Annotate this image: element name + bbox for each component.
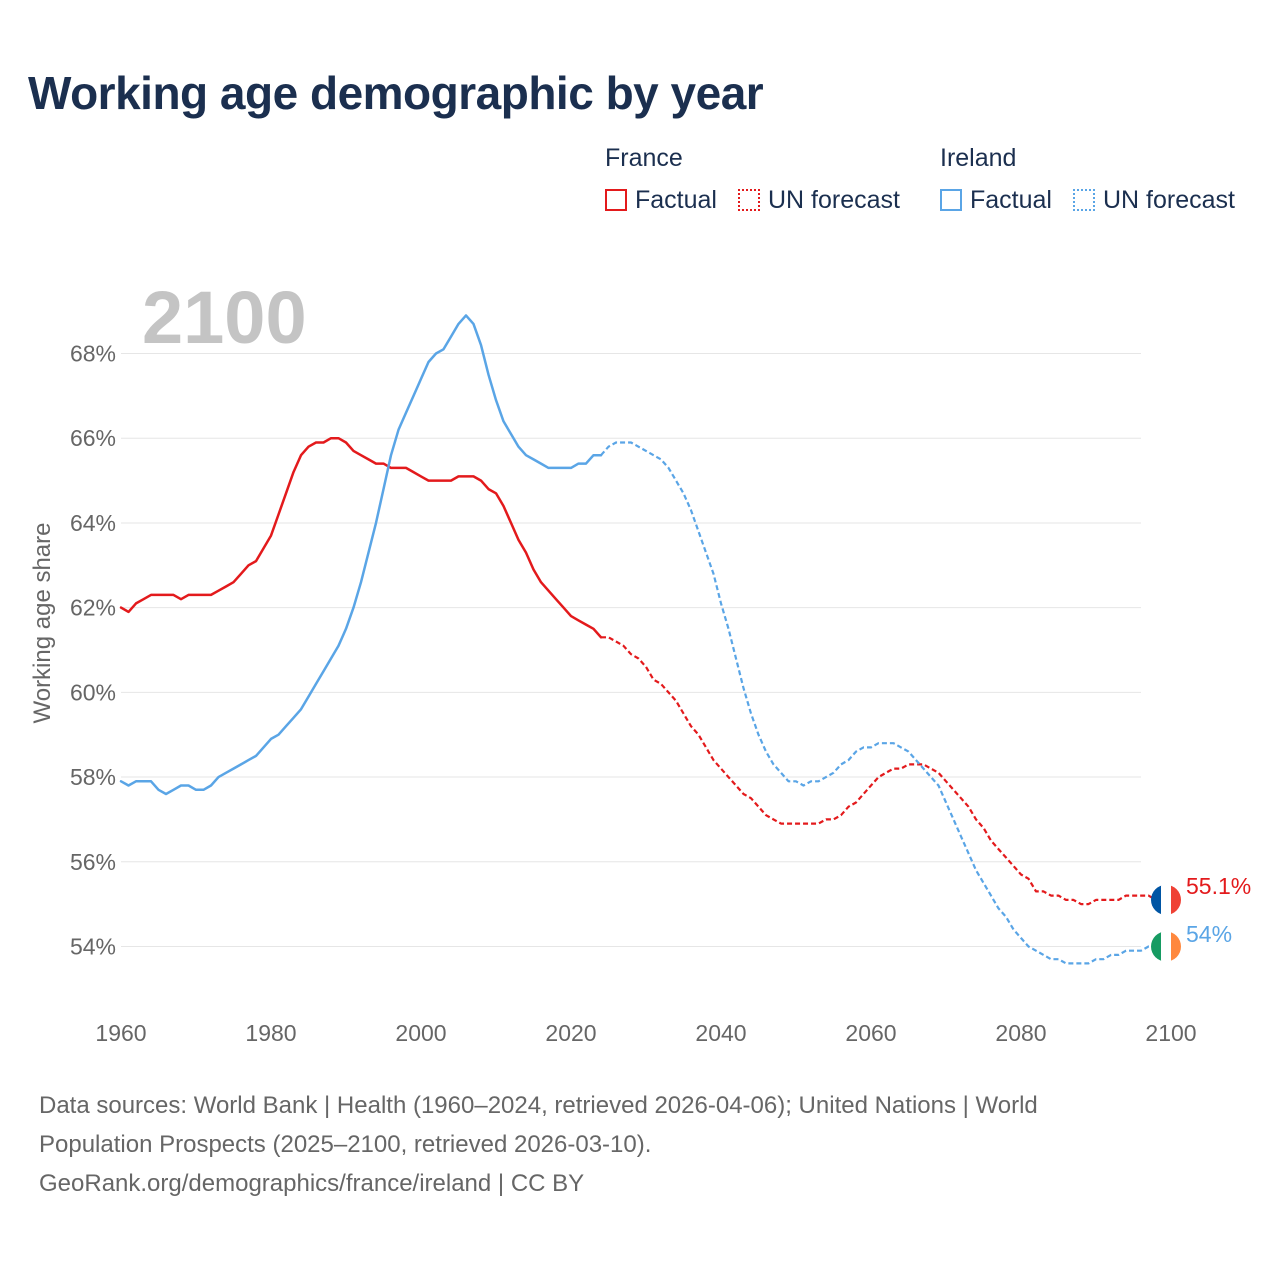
end-label-france: 55.1% [1186, 873, 1251, 899]
legend-swatch-solid-blue [940, 189, 962, 211]
series-line-france-forecast [601, 636, 1171, 906]
flag-france-icon [1151, 884, 1181, 915]
x-tick-label: 2060 [845, 1020, 896, 1046]
y-axis-ticks: 54% 56% 58% 60% 62% 64% 66% 68% [70, 341, 116, 960]
legend-swatch-dotted-blue [1073, 189, 1095, 211]
y-tick-label: 60% [70, 679, 116, 705]
legend-group-ireland: Ireland [940, 144, 1017, 172]
x-tick-label: 2100 [1145, 1020, 1196, 1046]
series-line-france-factual [119, 436, 603, 639]
flag-stripe [1171, 931, 1181, 962]
legend-label: Factual [970, 185, 1052, 214]
series-lines [119, 314, 1171, 965]
legend-label: UN forecast [768, 185, 900, 214]
legend-label: Factual [635, 185, 717, 214]
end-label-ireland: 54% [1186, 921, 1232, 947]
chart-title: Working age demographic by year [28, 67, 764, 119]
footer-sources-line-2: Population Prospects (2025–2100, retriev… [39, 1131, 652, 1158]
series-line-ireland-factual [119, 314, 603, 796]
x-tick-label: 2080 [995, 1020, 1046, 1046]
x-axis-ticks: 1960 1980 2000 2020 2040 2060 2080 2100 [95, 1020, 1196, 1046]
flag-stripe [1151, 884, 1162, 915]
flag-ireland-icon [1151, 931, 1181, 962]
legend-item-france-factual[interactable]: Factual [605, 185, 717, 215]
y-tick-label: 54% [70, 933, 116, 959]
footer: Data sources: World Bank | Health (1960–… [39, 1086, 1219, 1203]
legend-swatch-dotted-red [738, 189, 760, 211]
footer-attribution: GeoRank.org/demographics/france/ireland … [39, 1170, 585, 1197]
legend-group-france: France [605, 144, 683, 172]
x-tick-label: 1960 [95, 1020, 146, 1046]
flag-stripe [1151, 931, 1162, 962]
y-tick-label: 68% [70, 341, 116, 367]
year-watermark: 2100 [142, 276, 307, 359]
legend-item-france-forecast[interactable]: UN forecast [738, 185, 900, 215]
y-tick-label: 62% [70, 595, 116, 621]
footer-sources-line-1: Data sources: World Bank | Health (1960–… [39, 1092, 1038, 1119]
x-tick-label: 1980 [245, 1020, 296, 1046]
x-tick-label: 2000 [395, 1020, 446, 1046]
end-markers: 55.1% 54% [1151, 873, 1251, 962]
flag-stripe [1161, 884, 1172, 915]
gridlines [121, 353, 1141, 947]
legend-item-ireland-factual[interactable]: Factual [940, 185, 1052, 215]
y-axis-label: Working age share [29, 523, 56, 724]
series-line-ireland-forecast [600, 441, 1171, 965]
legend-item-ireland-forecast[interactable]: UN forecast [1073, 185, 1235, 215]
legend-swatch-solid-red [605, 189, 627, 211]
x-tick-label: 2020 [545, 1020, 596, 1046]
flag-stripe [1171, 884, 1181, 915]
y-tick-label: 56% [70, 849, 116, 875]
x-tick-label: 2040 [695, 1020, 746, 1046]
legend-label: UN forecast [1103, 185, 1235, 214]
y-tick-label: 58% [70, 764, 116, 790]
flag-stripe [1161, 931, 1172, 962]
y-tick-label: 66% [70, 425, 116, 451]
y-tick-label: 64% [70, 510, 116, 536]
